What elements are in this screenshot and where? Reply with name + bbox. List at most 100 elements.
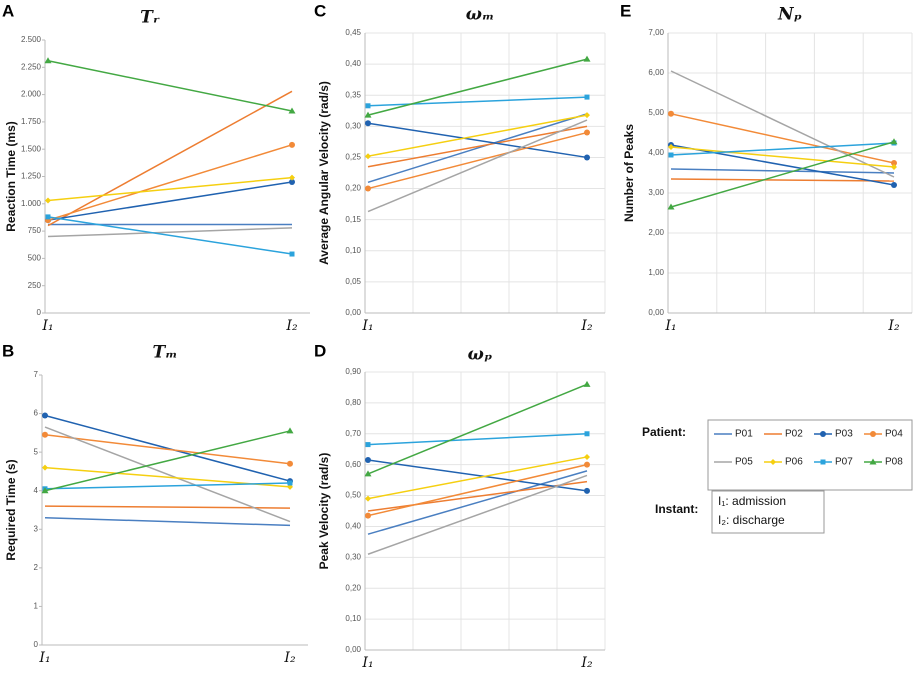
instant-label: Instant:: [655, 502, 698, 516]
x-tick-label: I₂: [283, 650, 296, 666]
legend-marker: [869, 458, 877, 465]
legend-label: P05: [735, 457, 753, 468]
series-line: [670, 70, 895, 178]
series-line: [367, 96, 588, 107]
marker: [584, 94, 590, 100]
legend-box: [707, 419, 913, 491]
marker: [45, 214, 51, 220]
y-tick-label: 750: [28, 226, 42, 235]
series-line: [47, 227, 293, 238]
marker: [45, 197, 51, 204]
series-line: [44, 414, 291, 482]
y-tick-label: 500: [28, 254, 42, 263]
y-tick-label: 0,45: [345, 28, 361, 37]
series-line: [44, 505, 291, 509]
y-tick-label: 6,00: [648, 68, 664, 77]
marker: [44, 57, 52, 64]
marker: [365, 442, 371, 448]
marker: [289, 174, 295, 181]
legend-marker: [870, 431, 876, 437]
y-tick-label: 0,00: [345, 645, 361, 654]
y-tick-label: 0,90: [345, 367, 361, 376]
marker: [365, 120, 371, 127]
series-line: [367, 114, 588, 157]
series-line: [367, 459, 588, 492]
y-tick-label: 0,80: [345, 398, 361, 407]
series-line: [47, 181, 293, 221]
y-tick-label: 0,10: [345, 614, 361, 623]
marker: [42, 464, 48, 471]
x-tick-label: I₂: [580, 318, 593, 334]
y-tick-label: 2.500: [21, 35, 42, 44]
y-tick-label: 0,35: [345, 90, 361, 99]
marker: [584, 453, 590, 460]
series-line: [47, 90, 293, 227]
y-tick-label: 0,50: [345, 491, 361, 500]
series-line: [367, 131, 588, 190]
panel-letter: A: [2, 1, 14, 20]
series-line: [670, 141, 895, 208]
marker: [364, 470, 372, 477]
y-tick-label: 0,00: [648, 308, 664, 317]
y-tick-label: 5,00: [648, 108, 664, 117]
marker: [289, 141, 295, 148]
marker: [365, 153, 371, 160]
series-line: [367, 433, 588, 446]
marker: [583, 55, 591, 62]
y-tick-label: 2,00: [648, 228, 664, 237]
marker: [288, 107, 296, 114]
legend-label: P08: [885, 457, 903, 468]
marker: [584, 461, 590, 468]
chart-title: ωₚ: [468, 345, 493, 365]
x-tick-label: I₁: [38, 650, 50, 666]
series-line: [670, 168, 895, 174]
marker: [890, 138, 898, 145]
y-axis-label: Average Angular Velocity (rad/s): [317, 81, 331, 265]
y-tick-label: 2: [34, 563, 39, 572]
y-axis-label: Number of Peaks: [622, 124, 636, 222]
chart-title: ωₘ: [466, 5, 495, 25]
marker: [41, 487, 49, 494]
series-line: [47, 60, 293, 112]
legend-label: P02: [785, 429, 803, 440]
marker: [365, 512, 371, 519]
marker: [287, 480, 293, 486]
series-line: [670, 178, 895, 182]
series-line: [44, 482, 291, 490]
marker: [667, 203, 675, 210]
x-tick-label: I₁: [361, 318, 373, 334]
chart-title: Tₘ: [152, 343, 177, 363]
legend-label: P03: [835, 429, 853, 440]
y-tick-label: 2.250: [21, 62, 42, 71]
y-tick-label: 4,00: [648, 148, 664, 157]
marker: [289, 251, 295, 257]
legend-label: P01: [735, 429, 753, 440]
marker: [668, 152, 674, 158]
y-tick-label: 2.000: [21, 90, 42, 99]
y-tick-label: 3,00: [648, 188, 664, 197]
panel-letter: E: [620, 1, 631, 20]
series-line: [670, 142, 895, 156]
series-line: [367, 383, 588, 475]
legend-title: Patient:: [642, 425, 686, 439]
x-tick-label: I₁: [41, 318, 53, 334]
legend-label: P06: [785, 457, 803, 468]
marker: [365, 185, 371, 192]
y-tick-label: 7: [34, 370, 39, 379]
y-tick-label: 0,20: [345, 583, 361, 592]
marker: [365, 103, 371, 109]
y-tick-label: 1.500: [21, 144, 42, 153]
y-axis-label: Reaction Time (ms): [4, 121, 18, 231]
panel-letter: D: [314, 341, 326, 360]
series-line: [44, 430, 291, 492]
series-line: [44, 434, 291, 465]
y-tick-label: 0,10: [345, 246, 361, 255]
marker: [891, 160, 897, 166]
marker: [668, 144, 674, 150]
marker: [584, 129, 590, 136]
series-line: [670, 144, 895, 186]
instant-item: I₁: admission: [718, 494, 786, 508]
legend-marker: [820, 431, 826, 437]
y-tick-label: 250: [28, 281, 42, 290]
series-line: [367, 470, 588, 535]
